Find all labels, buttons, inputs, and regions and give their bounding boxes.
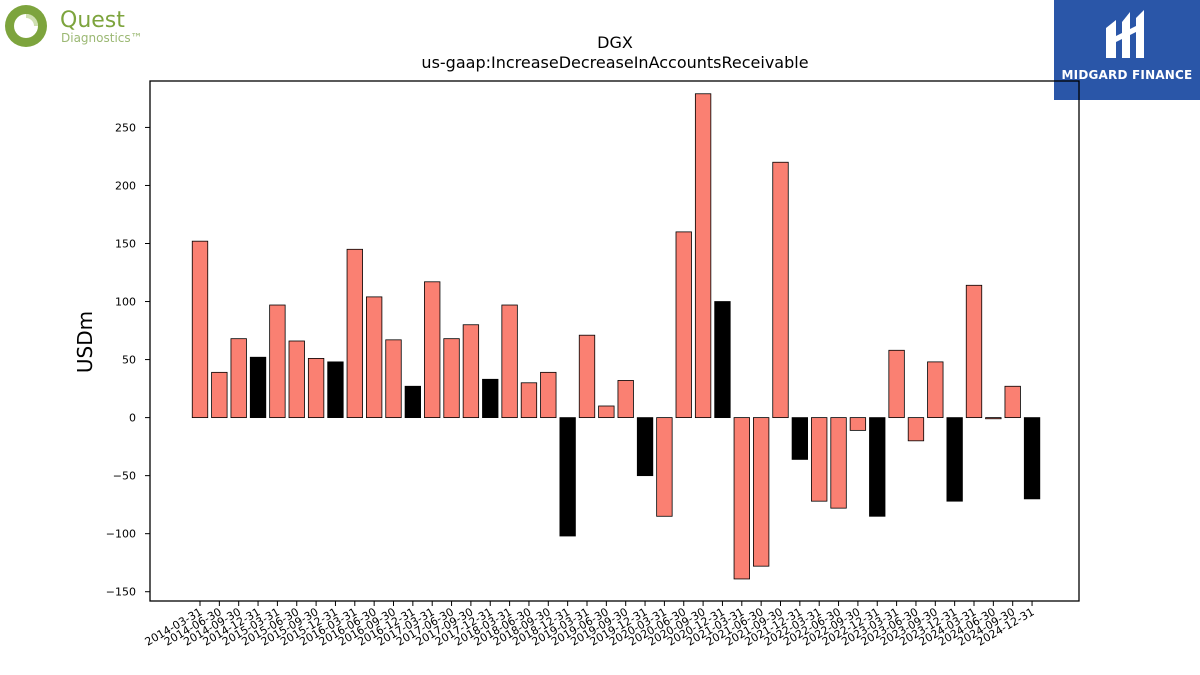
- bars-group: [191, 93, 1041, 580]
- bar-2016-12-31: [404, 385, 422, 419]
- midgard-logo-text: MIDGARD FINANCE: [1061, 68, 1193, 82]
- bar-2017-12-31: [482, 378, 499, 418]
- bar-2017-09-30: [462, 324, 480, 419]
- bar-2024-03-31: [965, 284, 983, 419]
- bar-2022-09-30: [849, 417, 867, 431]
- bar-2021-03-31: [733, 417, 750, 580]
- bar-2014-06-30: [211, 371, 228, 419]
- y-tick-label: −150: [106, 586, 136, 599]
- bar-2022-06-30: [830, 417, 847, 509]
- bar-2022-12-31: [869, 417, 886, 517]
- bar-2019-12-31: [636, 417, 654, 477]
- bar-2016-06-30: [365, 296, 383, 419]
- y-axis-label: USDm: [73, 311, 97, 373]
- y-tick-label: −50: [113, 470, 136, 483]
- bar-2024-09-30: [1004, 385, 1021, 419]
- bar-2021-06-30: [753, 417, 770, 567]
- bar-2021-09-30: [772, 161, 789, 419]
- plot-frame: [149, 80, 1080, 602]
- bar-2023-09-30: [927, 361, 944, 419]
- x-axis: 2014-03-312014-06-302014-09-302014-12-31…: [143, 601, 1037, 649]
- bar-2015-12-31: [327, 361, 344, 419]
- bar-2023-03-31: [888, 349, 905, 419]
- bar-2017-03-31: [424, 281, 441, 418]
- y-tick-label: 150: [115, 238, 136, 251]
- bar-2020-09-30: [694, 93, 712, 419]
- bar-2020-03-31: [656, 417, 673, 517]
- quest-logo-wordmark: Quest: [60, 8, 125, 33]
- bar-2020-12-31: [714, 301, 731, 419]
- y-tick-label: −100: [106, 528, 136, 541]
- chart-subtitle: us-gaap:IncreaseDecreaseInAccountsReceiv…: [421, 53, 808, 72]
- bar-2020-06-30: [675, 231, 692, 419]
- y-tick-label: 0: [129, 412, 136, 425]
- bar-2015-09-30: [307, 358, 325, 419]
- bar-2023-12-31: [946, 417, 963, 502]
- bar-2021-12-31: [791, 417, 808, 460]
- bar-2019-09-30: [617, 380, 634, 418]
- quest-logo-subtitle: Diagnostics™: [61, 31, 143, 45]
- bar-2023-06-30: [907, 417, 925, 442]
- bar-2019-06-30: [598, 405, 615, 419]
- bar-2018-12-31: [559, 417, 576, 537]
- y-tick-label: 200: [115, 179, 136, 192]
- bar-2022-03-31: [811, 417, 828, 502]
- bar-2024-12-31: [1023, 417, 1041, 500]
- bar-2024-06-30: [985, 417, 1002, 420]
- bar-2014-12-31: [249, 356, 267, 419]
- bar-2016-03-31: [346, 248, 363, 419]
- bar-2018-06-30: [520, 382, 538, 419]
- bar-2015-06-30: [288, 340, 305, 419]
- y-tick-label: 250: [115, 121, 136, 134]
- quest-diagnostics-logo: Quest Diagnostics™: [4, 4, 164, 52]
- bar-2014-09-30: [230, 338, 247, 419]
- bar-2017-06-30: [443, 338, 460, 419]
- bar-2018-03-31: [501, 304, 518, 419]
- bar-2014-03-31: [191, 240, 209, 419]
- y-axis: −150 −100 −50 0 50 100 150 200 250: [106, 121, 150, 599]
- bar-2016-09-30: [385, 339, 402, 419]
- bar-2018-09-30: [540, 371, 557, 419]
- chart-title: DGX: [597, 33, 633, 52]
- bar-2019-03-31: [578, 334, 596, 419]
- midgard-logo-mark-icon: [1106, 10, 1144, 58]
- bar-2015-03-31: [269, 304, 286, 419]
- y-tick-label: 50: [122, 354, 136, 367]
- midgard-finance-logo: MIDGARD FINANCE: [1054, 0, 1200, 100]
- y-tick-label: 100: [115, 296, 136, 309]
